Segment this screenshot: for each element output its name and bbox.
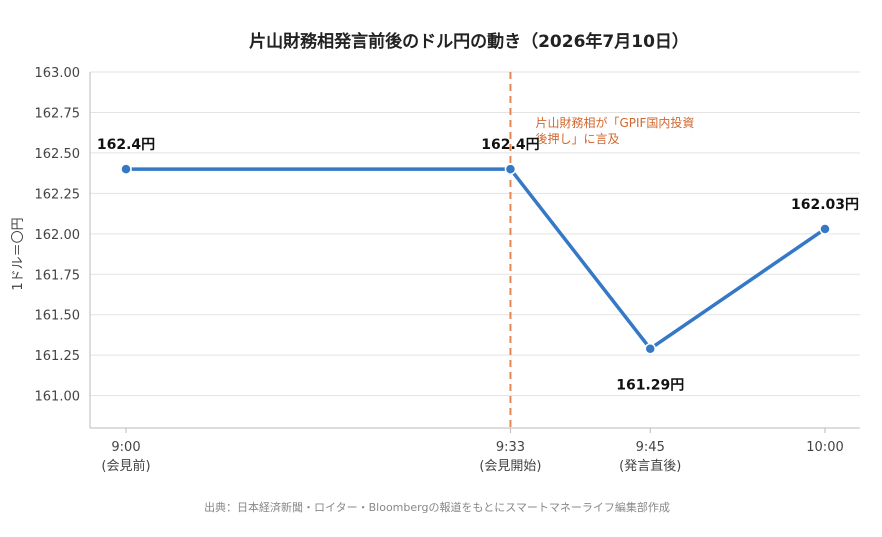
y-axis-label: 1ドル＝〇円 (11, 217, 26, 290)
y-tick-label: 161.75 (35, 268, 81, 283)
source-note: 出典：日本経済新聞・ロイター・Bloombergの報道をもとにスマートマネーライ… (204, 500, 670, 514)
y-tick-label: 161.25 (35, 349, 81, 364)
data-label: 162.03円 (791, 197, 859, 213)
x-tick-label: 10:00 (806, 440, 843, 455)
y-tick-label: 161.00 (35, 390, 81, 405)
x-tick-label: 9:00 (111, 440, 140, 455)
data-label: 161.29円 (616, 378, 684, 394)
series-line (126, 167, 826, 351)
data-label: 162.4円 (97, 137, 155, 153)
annotation-text: 後押し」に言及 (535, 132, 619, 146)
series-line-group (126, 167, 826, 351)
y-tick-label: 161.50 (35, 309, 81, 324)
data-point (819, 223, 831, 235)
x-tick-sublabel: (会見開始) (479, 459, 541, 474)
data-point (120, 163, 132, 175)
y-tick-label: 162.50 (35, 147, 81, 162)
y-tick-labels: 161.00 161.25 161.50 161.75 162.00 162.25 162.… (35, 66, 81, 405)
annotation-text: 片山財務相が「GPIF国内投資 (535, 115, 694, 130)
data-points (120, 163, 831, 355)
x-tick-labels: 9:00 (会見前) 9:33 (会見開始) 9:45 (発言直後) 10:00 (101, 428, 844, 474)
grid (90, 71, 860, 397)
data-label: 162.4円 (481, 137, 539, 153)
data-point (644, 342, 656, 355)
y-tick-label: 162.00 (35, 228, 81, 243)
x-tick-sublabel: (会見前) (101, 458, 150, 474)
chart-title: 片山財務相発言前後のドル円の動き（2026年7月10日） (249, 31, 689, 52)
y-tick-label: 162.25 (35, 187, 81, 202)
y-tick-label: 163.00 (35, 66, 81, 81)
y-tick-label: 162.75 (35, 106, 81, 121)
x-tick-label: 9:45 (636, 440, 665, 455)
x-tick-label: 9:33 (496, 440, 525, 455)
data-labels: 162.4円 162.4円 161.29円 162.03円 (97, 137, 859, 394)
data-point (504, 163, 517, 175)
x-tick-sublabel: (発言直後) (619, 459, 681, 474)
